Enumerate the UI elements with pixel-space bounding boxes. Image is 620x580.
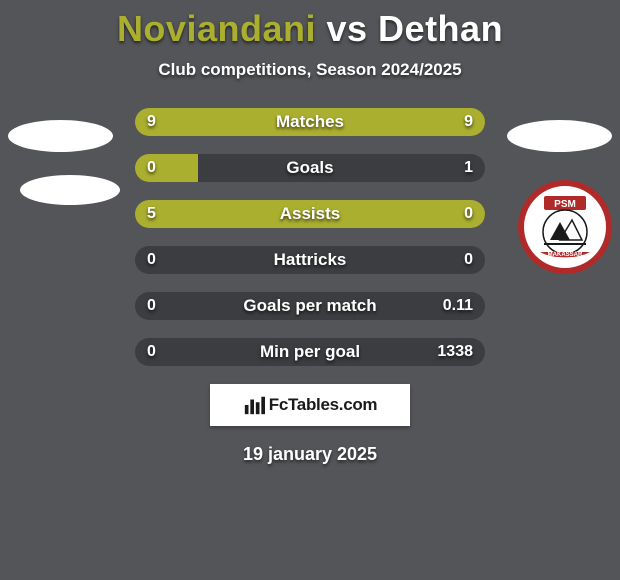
stat-row: 0Hattricks0 (135, 246, 485, 274)
stat-label: Goals per match (135, 292, 485, 320)
team2-logo-b: PSM MAKASSAR (518, 180, 612, 274)
subtitle: Club competitions, Season 2024/2025 (0, 60, 620, 80)
branding-badge: FcTables.com (210, 384, 410, 426)
stat-value-right: 0 (464, 200, 473, 228)
date-label: 19 january 2025 (0, 444, 620, 465)
stat-value-right: 9 (464, 108, 473, 136)
stat-row: 0Goals per match0.11 (135, 292, 485, 320)
psm-badge-icon: PSM MAKASSAR (530, 192, 600, 262)
player2-name: Dethan (378, 8, 503, 49)
svg-text:MAKASSAR: MAKASSAR (548, 252, 583, 258)
stat-value-right: 1 (464, 154, 473, 182)
player1-name: Noviandani (117, 8, 316, 49)
stat-label: Min per goal (135, 338, 485, 366)
stat-row: 5Assists0 (135, 200, 485, 228)
stat-label: Hattricks (135, 246, 485, 274)
team1-logo-b (20, 175, 120, 205)
stat-value-right: 0 (464, 246, 473, 274)
stat-bars: 9Matches90Goals15Assists00Hattricks00Goa… (135, 108, 485, 366)
stat-row: 0Min per goal1338 (135, 338, 485, 366)
stat-label: Assists (135, 200, 485, 228)
page-title: Noviandani vs Dethan (0, 0, 620, 50)
stat-row: 0Goals1 (135, 154, 485, 182)
team2-logo-a (507, 120, 612, 152)
bar-chart-icon (243, 394, 265, 416)
comparison-card: Noviandani vs Dethan Club competitions, … (0, 0, 620, 580)
team1-logo-a (8, 120, 113, 152)
stat-label: Matches (135, 108, 485, 136)
stat-label: Goals (135, 154, 485, 182)
vs-separator: vs (326, 8, 367, 49)
branding-text: FcTables.com (269, 395, 378, 415)
stat-value-right: 1338 (437, 338, 473, 366)
stat-value-right: 0.11 (443, 292, 473, 320)
stat-row: 9Matches9 (135, 108, 485, 136)
svg-text:PSM: PSM (554, 199, 576, 210)
